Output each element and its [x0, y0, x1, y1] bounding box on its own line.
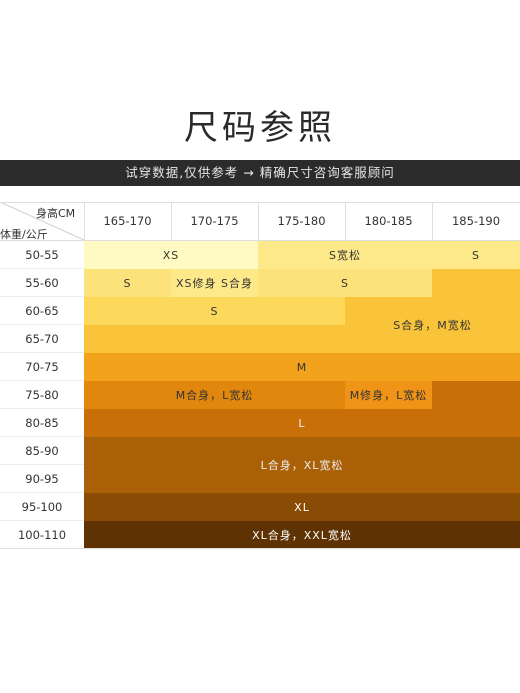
column-divider	[171, 202, 172, 240]
table-bottom-rule	[0, 548, 520, 549]
size-cell	[84, 325, 345, 353]
row-divider	[0, 380, 84, 381]
row-label: 55-60	[25, 276, 59, 290]
column-header: 180-185	[364, 214, 413, 228]
notice-banner: 试穿数据,仅供参考 → 精确尺寸咨询客服顾问	[0, 160, 520, 186]
size-cell: S	[258, 269, 432, 297]
size-cell: XS修身 S合身	[171, 269, 258, 297]
header-diagonal-line	[0, 202, 84, 240]
row-label: 70-75	[25, 360, 59, 374]
row-label: 90-95	[25, 472, 59, 486]
row-divider	[0, 436, 84, 437]
row-divider	[0, 352, 84, 353]
row-label: 60-65	[25, 304, 59, 318]
row-divider	[0, 520, 84, 521]
size-cell: S	[84, 297, 345, 325]
row-label: 85-90	[25, 444, 59, 458]
size-cell: S	[432, 241, 520, 269]
row-divider	[0, 492, 84, 493]
size-cell: S合身，M宽松	[345, 297, 520, 353]
header-bottom-rule	[0, 240, 520, 241]
size-cell: XL	[84, 493, 520, 521]
row-divider	[0, 464, 84, 465]
size-cell: M合身，L宽松	[84, 381, 345, 409]
header-top-rule	[0, 202, 520, 203]
weight-axis-label: 体重/公斤	[0, 228, 48, 241]
row-label: 50-55	[25, 248, 59, 262]
size-cell: M	[84, 353, 520, 381]
size-cell: XS	[84, 241, 258, 269]
size-cell: L合身，XL宽松	[84, 437, 520, 493]
height-axis-label: 身高CM	[36, 207, 76, 220]
page-title: 尺码参照	[184, 108, 336, 148]
size-cell: S宽松	[258, 241, 432, 269]
row-label: 75-80	[25, 388, 59, 402]
column-header: 165-170	[103, 214, 152, 228]
row-divider	[0, 408, 84, 409]
column-divider	[345, 202, 346, 240]
row-divider	[0, 268, 84, 269]
size-cell: XL合身，XXL宽松	[84, 521, 520, 548]
size-cell	[432, 381, 520, 409]
column-divider	[84, 202, 85, 240]
row-label: 65-70	[25, 332, 59, 346]
size-cell	[432, 269, 520, 297]
column-header: 185-190	[451, 214, 501, 228]
row-label: 95-100	[21, 500, 63, 514]
size-cell: L	[84, 409, 520, 437]
row-divider	[0, 324, 84, 325]
size-cell: M修身，L宽松	[345, 381, 432, 409]
row-label: 100-110	[17, 528, 67, 542]
row-label: 80-85	[25, 416, 59, 430]
column-header: 170-175	[190, 214, 239, 228]
column-divider	[258, 202, 259, 240]
column-divider	[432, 202, 433, 240]
size-cell: S	[84, 269, 171, 297]
row-divider	[0, 296, 84, 297]
column-header: 175-180	[277, 214, 326, 228]
